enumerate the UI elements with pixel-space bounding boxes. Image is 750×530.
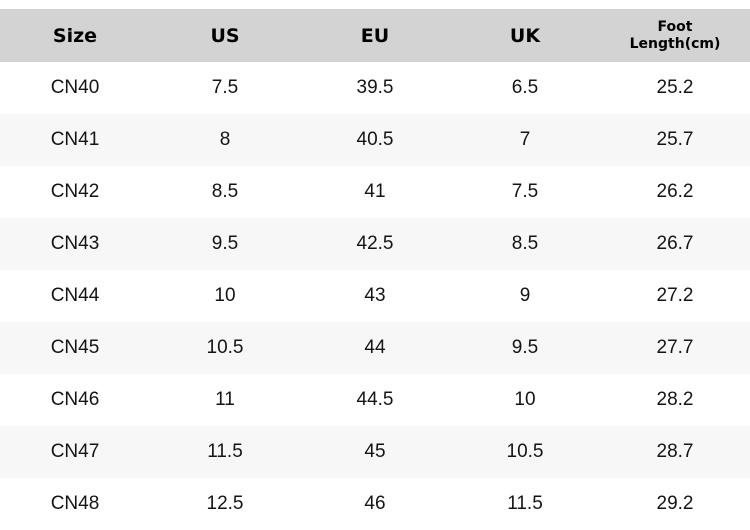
table-cell: 10.5 (206, 337, 244, 358)
table-cell: CN48 (50, 493, 100, 514)
table-cell: 10 (214, 285, 236, 306)
table-cell: 11.5 (207, 441, 243, 462)
table-cell: 7.5 (511, 181, 539, 202)
table-cell: 29.2 (656, 493, 694, 514)
table-cell: 28.7 (656, 441, 694, 462)
table-cell: 10.5 (506, 441, 544, 462)
table-cell: 27.2 (656, 285, 694, 306)
table-cell: 9.5 (511, 337, 539, 358)
table-row: CN45 10.5 44 9.5 27.7 (0, 322, 750, 374)
column-header-us: US (150, 9, 300, 62)
table-cell: CN43 (50, 233, 100, 254)
table-row: CN40 7.5 39.5 6.5 25.2 (0, 62, 750, 114)
table-cell: 7.5 (211, 77, 239, 98)
table-cell: CN41 (50, 129, 100, 150)
table-row: CN47 11.5 45 10.5 28.7 (0, 426, 750, 478)
table-row: CN44 10 43 9 27.2 (0, 270, 750, 322)
table-cell: 27.7 (656, 337, 694, 358)
table-cell: 8.5 (511, 233, 539, 254)
table-cell: 42.5 (356, 233, 394, 254)
column-header-foot-length: Foot Length(cm) (600, 9, 750, 62)
table-cell: 45 (364, 441, 386, 462)
table-cell: 26.2 (656, 181, 694, 202)
table-cell: 12.5 (206, 493, 244, 514)
table-cell: 26.7 (656, 233, 694, 254)
table-cell: CN40 (50, 77, 100, 98)
size-chart-table-body: CN40 7.5 39.5 6.5 25.2 CN41 8 40.5 7 25.7 CN42 8.5 4… (0, 62, 750, 530)
table-cell: 39.5 (356, 77, 394, 98)
table-cell: 44.5 (356, 389, 394, 410)
table-cell: CN45 (50, 337, 100, 358)
column-header-size: Size (0, 9, 150, 62)
table-row: CN41 8 40.5 7 25.7 (0, 114, 750, 166)
table-row: CN42 8.5 41 7.5 26.2 (0, 166, 750, 218)
table-cell: 7 (519, 129, 531, 150)
table-cell: 9 (519, 285, 531, 306)
table-cell: 6.5 (511, 77, 539, 98)
table-cell: 41 (364, 181, 386, 202)
column-header-eu: EU (300, 9, 450, 62)
table-cell: 25.7 (656, 129, 694, 150)
table-cell: 9.5 (211, 233, 239, 254)
table-cell: 8.5 (211, 181, 239, 202)
size-chart-table: Size US EU UK Foot Length(cm) CN40 7.5 39.… (0, 9, 750, 530)
table-cell: 44 (364, 337, 386, 358)
table-cell: 11.5 (507, 493, 543, 514)
table-row: CN48 12.5 46 11.5 29.2 (0, 478, 750, 530)
table-cell: 43 (364, 285, 386, 306)
table-row: CN43 9.5 42.5 8.5 26.7 (0, 218, 750, 270)
table-cell: CN44 (50, 285, 100, 306)
header-row: Size US EU UK Foot Length(cm) (0, 9, 750, 62)
table-cell: CN42 (50, 181, 100, 202)
table-cell: CN47 (50, 441, 100, 462)
table-cell: 28.2 (656, 389, 694, 410)
table-cell: 11 (215, 389, 235, 410)
column-header-uk: UK (450, 9, 600, 62)
table-cell: CN46 (50, 389, 100, 410)
size-chart-table-head: Size US EU UK Foot Length(cm) (0, 9, 750, 62)
table-cell: 25.2 (656, 77, 694, 98)
table-cell: 10 (514, 389, 536, 410)
table-cell: 8 (219, 129, 231, 150)
table-cell: 40.5 (356, 129, 394, 150)
table-row: CN46 11 44.5 10 28.2 (0, 374, 750, 426)
table-cell: 46 (364, 493, 386, 514)
column-header-foot-length-label: Foot Length(cm) (629, 18, 721, 52)
